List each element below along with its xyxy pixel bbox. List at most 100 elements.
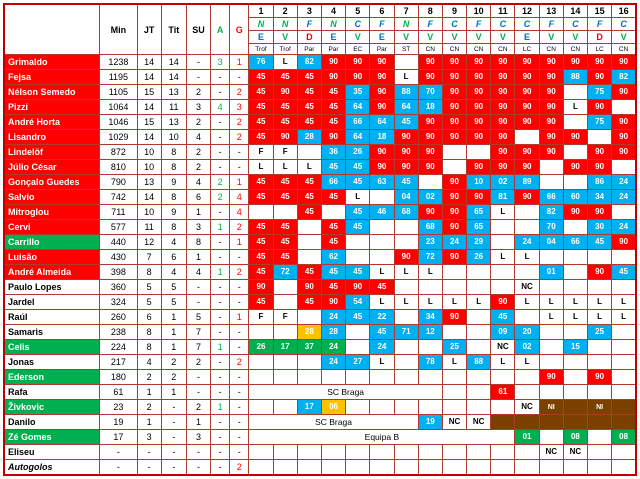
- match-cell: [296, 249, 322, 265]
- match-cell: SC Braga: [248, 384, 443, 400]
- match-cell: [586, 414, 613, 430]
- match-cell: [466, 309, 492, 325]
- stat-min: 1238: [99, 54, 138, 70]
- match-cell: 78: [417, 354, 443, 370]
- match-cell: 90: [441, 69, 468, 85]
- match-cell: L: [514, 354, 540, 370]
- player-row: Paulo Lopes 360 5 5- - -90 90 45 90 45 NC: [3, 279, 637, 295]
- match-cell: 90: [490, 129, 516, 145]
- stat-su: 3: [185, 429, 212, 445]
- match-cell: [514, 219, 540, 235]
- match-cell: 45: [345, 309, 371, 325]
- stat-tit: 1: [160, 309, 187, 325]
- match-cell: 45: [296, 189, 322, 205]
- header-row-numbers: Min JT Tit SU A G 1 2 3 4 5 6 7 8 9 10 11 12 13 14 15 16: [3, 3, 637, 55]
- stat-jt: 10: [136, 144, 162, 160]
- match-cell: [369, 189, 395, 205]
- stat-tit: 8: [160, 144, 187, 160]
- match-cell: 75: [586, 84, 613, 100]
- stat-tit: 9: [160, 174, 187, 190]
- match-number: 7: [393, 3, 419, 18]
- match-cell: 64: [393, 99, 419, 115]
- stat-su: 1: [185, 249, 212, 265]
- match-cell: 24: [514, 234, 540, 250]
- match-cell: [586, 249, 613, 265]
- stat-a: -: [210, 129, 231, 145]
- stat-min: 180: [99, 369, 138, 385]
- stat-g: -: [229, 384, 250, 400]
- match-cell: L: [514, 294, 540, 310]
- match-cell: [296, 369, 322, 385]
- match-cell: 19: [417, 414, 443, 430]
- stat-g: 4: [229, 204, 250, 220]
- stat-jt: 2: [136, 399, 162, 415]
- stat-a: 4: [210, 99, 231, 115]
- match-cell: 45: [320, 234, 347, 250]
- stat-tit: -: [160, 414, 187, 430]
- match-cell: 45: [320, 99, 347, 115]
- stat-a: -: [210, 309, 231, 325]
- match-cell: [611, 459, 637, 476]
- match-number: 5: [345, 3, 371, 18]
- match-cell: 90: [562, 159, 589, 175]
- match-cell: F: [272, 144, 298, 160]
- match-venue: C: [611, 17, 637, 31]
- match-cell: [586, 279, 613, 295]
- match-cell: 01: [538, 264, 564, 280]
- player-row: Jonas 217 4 2 2-2 24 27 L 78 L 88 L L: [3, 354, 637, 370]
- match-cell: 88: [466, 354, 492, 370]
- stat-su: 2: [185, 84, 212, 100]
- player-name: Gonçalo Guedes: [3, 174, 101, 190]
- match-cell: [611, 339, 637, 355]
- match-cell: 45: [369, 324, 395, 340]
- match-cell: F: [248, 309, 274, 325]
- player-name: Rafa: [3, 384, 101, 400]
- match-cell: 90: [611, 129, 637, 145]
- match-cell: 90: [538, 114, 564, 130]
- match-cell: 02: [514, 339, 540, 355]
- match-cell: 90: [490, 99, 516, 115]
- match-cell: 04: [538, 234, 564, 250]
- match-cell: SC Braga: [248, 414, 419, 430]
- match-cell: [611, 414, 637, 430]
- match-venue: F: [417, 17, 443, 31]
- player-name: Paulo Lopes: [3, 279, 101, 295]
- match-cell: [417, 444, 443, 460]
- player-row: Danilo 19 1-1- - SC Braga 19 NC NC: [3, 414, 637, 430]
- match-cell: 26: [345, 144, 371, 160]
- match-cell: L: [490, 354, 516, 370]
- match-cell: 46: [369, 204, 395, 220]
- match-cell: 66: [345, 114, 371, 130]
- stat-jt: 14: [136, 99, 162, 115]
- player-row: Samaris 238 8 1 7- -28 28 45 71 12 09 20 25: [3, 324, 637, 340]
- player-row: Celis 224 8 1 7 1-26 17 37 24 24 25 NC 02 15: [3, 339, 637, 355]
- player-name: Celis: [3, 339, 101, 355]
- match-cell: [562, 324, 589, 340]
- match-cell: [490, 444, 516, 460]
- stat-jt: 8: [136, 339, 162, 355]
- match-cell: [417, 459, 443, 476]
- stat-a: -: [210, 429, 231, 445]
- stat-a: 2: [210, 189, 231, 205]
- stat-min: 1064: [99, 99, 138, 115]
- match-cell: 90: [417, 69, 443, 85]
- stat-min: 224: [99, 339, 138, 355]
- match-cell: 90: [586, 54, 613, 70]
- match-cell: 75: [586, 114, 613, 130]
- match-cell: 30: [586, 219, 613, 235]
- stat-g: -: [229, 144, 250, 160]
- match-cell: 24: [611, 174, 637, 190]
- match-cell: NC: [538, 444, 564, 460]
- match-cell: 90: [490, 54, 516, 70]
- match-cell: 90: [441, 249, 468, 265]
- stat-min: 711: [99, 204, 138, 220]
- stat-min: -: [99, 459, 138, 476]
- player-row: Fejsa 1195 14 14- - -45 45 45 90 90 90 L 90 90 90 90 90 9…: [3, 69, 637, 85]
- player-row: André Horta 1046 15 13 2-2 45 45 45 45 66 64 45 90 90…: [3, 114, 637, 130]
- match-result: V: [417, 30, 443, 44]
- match-cell: [369, 459, 395, 476]
- stat-min: 260: [99, 309, 138, 325]
- match-result: V: [393, 30, 419, 44]
- stat-tit: 1: [160, 324, 187, 340]
- match-cell: [562, 384, 589, 400]
